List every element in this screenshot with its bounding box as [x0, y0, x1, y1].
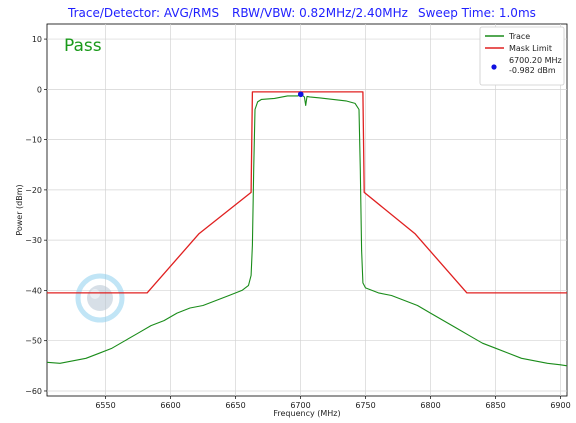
- y-tick-label: 10: [32, 35, 42, 44]
- x-tick-label: 6850: [485, 401, 505, 410]
- plot-area: [46, 23, 568, 397]
- x-axis-label: Frequency (MHz): [273, 409, 340, 418]
- y-tick-label: 0: [37, 85, 42, 94]
- x-tick-label: 6550: [95, 401, 115, 410]
- legend-trace-label: Trace: [508, 32, 530, 41]
- grid: [47, 24, 567, 396]
- mask-limit-line: [47, 91, 567, 294]
- sweep-time-label: Sweep Time: 1.0ms: [418, 6, 536, 20]
- y-tick-label: −40: [25, 286, 42, 295]
- legend: Trace Mask Limit 6700.20 MHz -0.982 dBm: [479, 26, 565, 86]
- x-tick-label: 6700: [290, 401, 310, 410]
- y-tick-label: −60: [25, 387, 42, 396]
- axis-ticks: 6550 6600 6650 6700 6750 6800 6850 6900 10 0 −10 −2…: [25, 35, 571, 410]
- pass-status-label: Pass: [64, 36, 102, 56]
- peak-marker-dot: [297, 91, 304, 98]
- x-tick-label: 6600: [160, 401, 180, 410]
- y-tick-label: −10: [25, 136, 42, 145]
- y-tick-label: −20: [25, 186, 42, 195]
- x-tick-label: 6800: [420, 401, 440, 410]
- marker-layer: [297, 91, 304, 98]
- y-tick-label: −30: [25, 236, 42, 245]
- x-tick-label: 6900: [550, 401, 570, 410]
- x-tick-label: 6750: [355, 401, 375, 410]
- x-tick-label: 6650: [225, 401, 245, 410]
- trace-series-line: [46, 93, 568, 367]
- y-axis-label: Power (dBm): [15, 184, 24, 235]
- trace-detector-label: Trace/Detector: AVG/RMS: [67, 6, 219, 20]
- legend-marker-freq: 6700.20 MHz: [509, 56, 562, 65]
- brand-logo-icon: [75, 273, 125, 323]
- legend-mask-label: Mask Limit: [509, 44, 552, 53]
- legend-marker-dot: [491, 64, 497, 70]
- legend-marker-power: -0.982 dBm: [509, 66, 556, 75]
- rbw-vbw-label: RBW/VBW: 0.82MHz/2.40MHz: [232, 6, 408, 20]
- y-tick-label: −50: [25, 337, 42, 346]
- series-lines: [46, 91, 568, 367]
